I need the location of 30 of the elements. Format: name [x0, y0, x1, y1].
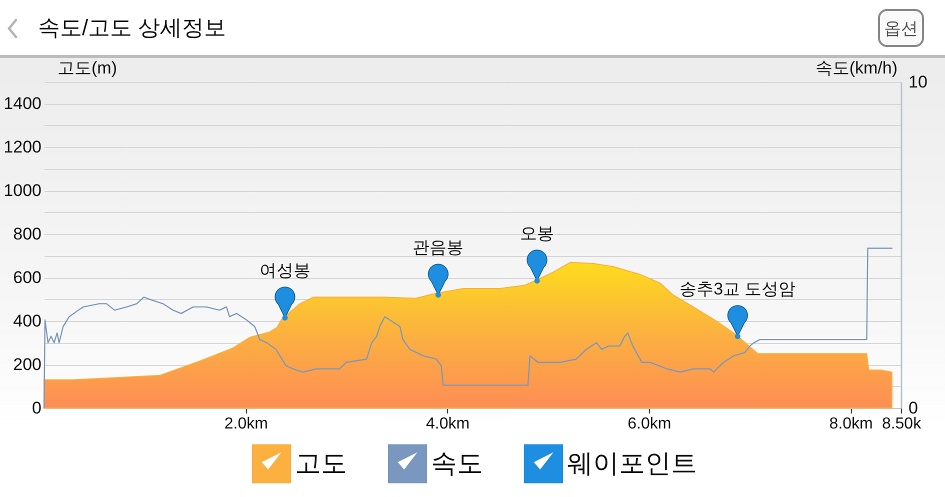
legend-label: 웨이포인트: [567, 448, 697, 478]
point: [282, 315, 288, 321]
y2-axis-title: 속도(km/h): [815, 58, 898, 78]
option-button: 옵션: [878, 9, 924, 47]
x-tick-label: 8.50k: [882, 416, 922, 432]
y-tick-label: 400: [13, 312, 42, 331]
point: [435, 292, 441, 298]
y-tick-label: 1200: [4, 138, 42, 157]
y-tick-label: 600: [13, 268, 42, 288]
y-tick-label: 0: [32, 398, 42, 418]
legend-label: 속도: [431, 448, 483, 478]
y-tick-label: 1000: [4, 181, 42, 200]
y-tick-label: 200: [13, 355, 42, 374]
y2-tick-label: 0: [908, 398, 918, 418]
y-tick-label: 1400: [4, 94, 42, 114]
legend-label: 고도: [295, 448, 347, 478]
point: [734, 334, 740, 340]
annotation: 여성봉: [259, 260, 310, 280]
point: [534, 278, 540, 284]
chart-title: 속도/고도 상세정보: [38, 15, 226, 41]
x-tick-label: 4.0km: [426, 416, 470, 432]
annotation: 송추3교 도성암: [680, 279, 796, 298]
x-tick-label: 8.0km: [829, 416, 873, 432]
y-axis-title: 고도(m): [58, 58, 117, 78]
annotation: 관음봉: [412, 238, 464, 257]
annotation: 오봉: [520, 224, 554, 243]
x-tick-label: 2.0km: [224, 416, 268, 432]
y-tick-label: 800: [13, 224, 42, 244]
x-tick-label: 6.0km: [628, 416, 672, 432]
y2-tick-label: 10: [908, 72, 928, 92]
